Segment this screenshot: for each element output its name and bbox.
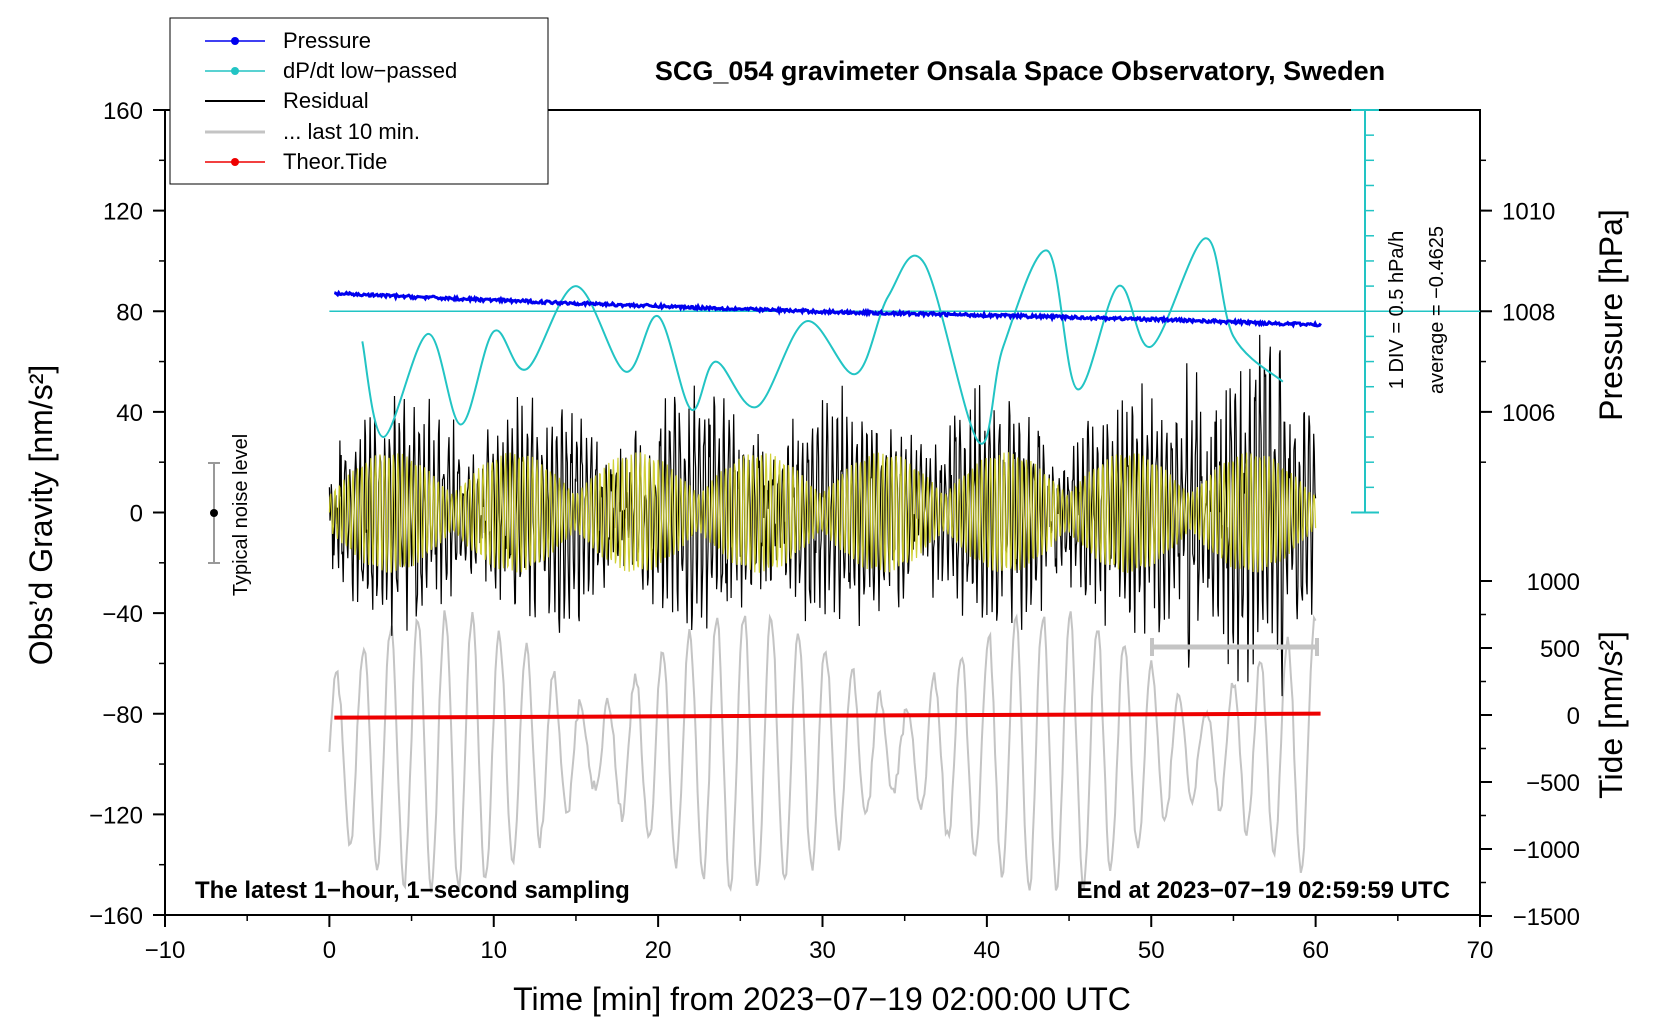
y-tick-label: 160 — [103, 98, 143, 125]
x-tick-label: 40 — [974, 937, 1001, 964]
tide-tick-label: −1000 — [1513, 837, 1580, 864]
x-tick-label: 30 — [809, 937, 836, 964]
note-end-time: End at 2023−07−19 02:59:59 UTC — [1076, 877, 1450, 904]
noise-level-bar — [208, 462, 220, 564]
x-axis-ticks: −10 0 10 20 30 40 50 60 70 — [145, 915, 1494, 964]
x-tick-label: 20 — [645, 937, 672, 964]
residual-filtered-line — [328, 452, 1317, 573]
svg-text:Residual: Residual — [283, 88, 369, 113]
x-tick-label: 70 — [1467, 937, 1494, 964]
dpdt-scale-ruler — [1351, 109, 1379, 514]
y-tick-label: −80 — [102, 702, 143, 729]
tide-axis-title: Tide [nm/s²] — [1593, 631, 1629, 799]
last-10-min-line — [328, 610, 1317, 893]
svg-text:Theor.Tide: Theor.Tide — [283, 149, 387, 174]
tide-tick-label: 0 — [1567, 703, 1580, 730]
dpdt-line — [361, 237, 1284, 445]
svg-text:dP/dt low−passed: dP/dt low−passed — [283, 58, 457, 83]
series-layer — [328, 237, 1480, 893]
svg-text:... last 10 min.: ... last 10 min. — [283, 119, 420, 144]
x-axis-title: Time [min] from 2023−07−19 02:00:00 UTC — [513, 981, 1131, 1017]
dpdt-scale-label: 1 DIV = 0.5 hPa/h — [1386, 231, 1408, 389]
legend-item-residual: Residual — [205, 88, 369, 113]
pressure-tick-label: 1010 — [1502, 199, 1555, 226]
note-latest-hour: The latest 1−hour, 1−second sampling — [195, 877, 630, 904]
x-tick-label: 0 — [323, 937, 336, 964]
pressure-tick-label: 1008 — [1502, 299, 1555, 326]
theor-tide-line — [334, 711, 1321, 720]
y-axis-title: Obs’d Gravity [nm/s²] — [23, 365, 59, 666]
chart-title: SCG_054 gravimeter Onsala Space Observat… — [655, 56, 1385, 86]
y-tick-label: 120 — [103, 199, 143, 226]
legend-item-last10: ... last 10 min. — [205, 119, 420, 144]
y-tick-label: 80 — [116, 299, 143, 326]
tide-tick-label: 1000 — [1527, 569, 1580, 596]
legend: Pressure dP/dt low−passed Residual ... l… — [169, 17, 549, 185]
y-tick-label: 0 — [130, 501, 143, 528]
svg-text:Pressure: Pressure — [283, 28, 371, 53]
legend-item-pressure: Pressure — [205, 28, 371, 53]
pressure-tick-label: 1006 — [1502, 400, 1555, 427]
last-10-min-bracket — [1150, 638, 1319, 656]
tide-tick-label: 500 — [1540, 636, 1580, 663]
tide-axis-ticks: 1000 500 0 −500 −1000 −1500 — [1480, 569, 1580, 931]
y-axis-ticks: 160 120 80 40 0 −40 −80 −120 −160 — [89, 98, 165, 930]
x-tick-label: 10 — [480, 937, 507, 964]
y-tick-label: 40 — [116, 400, 143, 427]
plot-frame — [164, 109, 1481, 916]
y-tick-label: −120 — [89, 802, 143, 829]
legend-item-tide: Theor.Tide — [205, 149, 387, 174]
x-tick-label: 60 — [1302, 937, 1329, 964]
y-tick-label: −160 — [89, 903, 143, 930]
tide-tick-label: −1500 — [1513, 904, 1580, 931]
noise-level-label: Typical noise level — [230, 434, 252, 596]
y-tick-label: −40 — [102, 601, 143, 628]
x-tick-label: −10 — [145, 937, 186, 964]
x-tick-label: 50 — [1138, 937, 1165, 964]
pressure-axis-title: Pressure [hPa] — [1593, 209, 1629, 421]
legend-item-dpdt: dP/dt low−passed — [205, 58, 457, 83]
pressure-line — [333, 289, 1322, 329]
pressure-axis-ticks: 1010 1008 1006 — [1480, 159, 1555, 463]
dpdt-average-label: average = −0.4625 — [1426, 226, 1448, 394]
tide-tick-label: −500 — [1526, 770, 1580, 797]
